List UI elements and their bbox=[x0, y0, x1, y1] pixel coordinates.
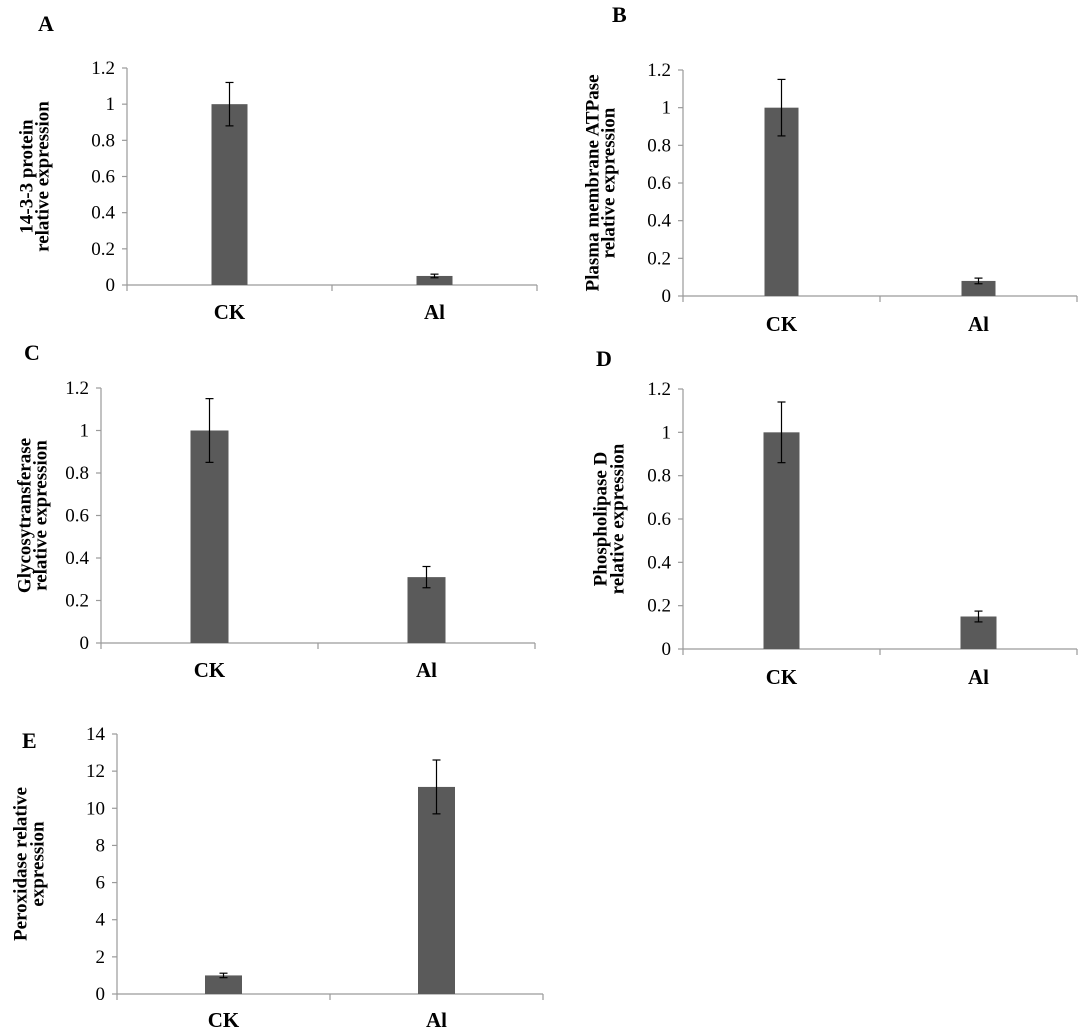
y-tick-label: 0.6 bbox=[647, 509, 671, 530]
panel-letter: C bbox=[24, 340, 40, 365]
y-axis-label: Glycosytransferase bbox=[15, 438, 36, 593]
chart-panel-e: E 0 2 4 6 8 10 12 14 CK Al Peroxidase relativeexpre… bbox=[11, 724, 544, 1031]
y-tick-label: 0.8 bbox=[647, 135, 671, 156]
y-tick-label: 0 bbox=[662, 286, 672, 307]
category-label: CK bbox=[194, 658, 226, 682]
bar bbox=[190, 430, 229, 643]
category-label: CK bbox=[766, 665, 798, 689]
panel-letter: D bbox=[596, 346, 612, 371]
y-tick-label: 0 bbox=[106, 275, 116, 296]
y-tick-label: 1.2 bbox=[647, 60, 671, 81]
y-tick-label: 0.8 bbox=[91, 130, 115, 151]
chart-panel-a: A 0 0.2 0.4 0.6 0.8 1 1.2 CK Al 14-3-3 proteinrela… bbox=[17, 11, 538, 324]
y-tick-label: 0 bbox=[96, 984, 106, 1005]
y-tick-label: 1.2 bbox=[91, 58, 115, 79]
y-tick-label: 0.4 bbox=[647, 211, 671, 232]
panel-letter: E bbox=[22, 728, 37, 753]
y-tick-label: 0.2 bbox=[65, 591, 89, 612]
y-tick-label: 14 bbox=[86, 724, 106, 745]
y-tick-label: 0.6 bbox=[91, 167, 115, 188]
panel-letter: B bbox=[612, 2, 627, 27]
y-tick-label: 6 bbox=[96, 873, 106, 894]
y-axis-label: relative expression bbox=[31, 440, 52, 591]
y-tick-label: 0 bbox=[80, 633, 90, 654]
y-tick-label: 2 bbox=[96, 947, 106, 968]
y-tick-label: 0.2 bbox=[91, 239, 115, 260]
y-axis-label: 14-3-3 protein bbox=[17, 119, 38, 234]
y-tick-label: 0.4 bbox=[65, 548, 89, 569]
category-label: Al bbox=[416, 658, 437, 682]
y-tick-label: 0.6 bbox=[647, 173, 671, 194]
y-tick-label: 0.4 bbox=[91, 203, 115, 224]
y-tick-label: 0.2 bbox=[647, 248, 671, 269]
y-tick-label: 1 bbox=[106, 94, 116, 115]
y-tick-label: 4 bbox=[96, 910, 106, 931]
category-label: CK bbox=[766, 312, 798, 336]
y-tick-label: 0.8 bbox=[647, 466, 671, 487]
chart-panel-d: D 0 0.2 0.4 0.6 0.8 1 1.2 CK Al Phospholipase Drel… bbox=[591, 346, 1078, 689]
y-axis-label: relative expression bbox=[599, 107, 620, 258]
y-axis-label: expression bbox=[28, 821, 49, 907]
chart-panel-c: C 0 0.2 0.4 0.6 0.8 1 1.2 CK Al Glycosytransferase… bbox=[15, 340, 536, 682]
y-axis-label: relative expression bbox=[33, 101, 54, 252]
category-label: CK bbox=[214, 300, 246, 324]
category-label: Al bbox=[424, 300, 445, 324]
y-tick-label: 1.2 bbox=[65, 378, 89, 399]
y-tick-label: 1 bbox=[80, 421, 90, 442]
y-tick-label: 8 bbox=[96, 835, 106, 856]
bar bbox=[763, 432, 800, 649]
category-label: Al bbox=[968, 665, 989, 689]
bar bbox=[211, 104, 248, 286]
bar bbox=[416, 275, 453, 285]
y-tick-label: 1 bbox=[662, 98, 672, 119]
bar bbox=[418, 786, 455, 994]
y-axis-label: Peroxidase relative bbox=[11, 787, 32, 941]
bar bbox=[764, 107, 799, 297]
y-tick-label: 12 bbox=[86, 761, 105, 782]
bar bbox=[961, 280, 996, 296]
y-axis-label: Plasma membrane ATPase bbox=[583, 74, 604, 291]
category-label: Al bbox=[426, 1008, 447, 1031]
y-tick-label: 0.2 bbox=[647, 596, 671, 617]
category-label: Al bbox=[968, 312, 989, 336]
bar bbox=[205, 975, 242, 994]
category-label: CK bbox=[208, 1008, 240, 1031]
y-tick-label: 0.4 bbox=[647, 552, 671, 573]
y-tick-label: 10 bbox=[86, 798, 105, 819]
y-axis-label: Phospholipase D bbox=[591, 452, 612, 587]
y-tick-label: 0.8 bbox=[65, 463, 89, 484]
y-tick-label: 0.6 bbox=[65, 506, 89, 527]
y-axis-label: relative expression bbox=[608, 443, 629, 594]
y-tick-label: 1.2 bbox=[647, 379, 671, 400]
panel-letter: A bbox=[38, 11, 54, 36]
chart-panel-b: B 0 0.2 0.4 0.6 0.8 1 1.2 CK Al Plasma membrane AT… bbox=[583, 2, 1078, 336]
y-tick-label: 1 bbox=[662, 422, 672, 443]
y-tick-label: 0 bbox=[662, 639, 672, 660]
